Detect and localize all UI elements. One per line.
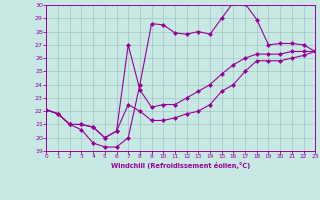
X-axis label: Windchill (Refroidissement éolien,°C): Windchill (Refroidissement éolien,°C) (111, 162, 251, 169)
